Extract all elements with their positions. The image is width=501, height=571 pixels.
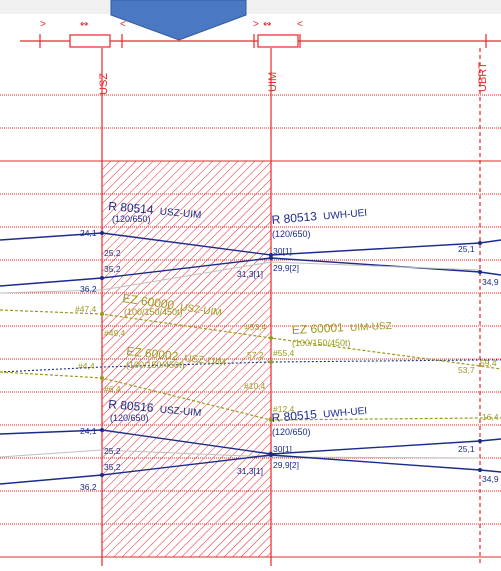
time-label: 35,2 (104, 264, 121, 274)
train-params-r80513: (120/650) (272, 229, 311, 239)
train-name-r80514[interactable]: R 80514 (108, 199, 155, 217)
train-path-shadow-1 (0, 261, 481, 294)
marker-left-out: > (40, 19, 46, 30)
train-path-ez60001[interactable] (0, 359, 501, 373)
train-labels: R 80514 USZ-UIM (120/650) R 80513 UWH-UE… (108, 199, 392, 437)
time-label: 30[1] (273, 444, 292, 454)
track-schematic: > ↭ < > ↭ < (20, 19, 501, 48)
time-label: #53,4 (245, 322, 267, 332)
station-label-uim[interactable]: UIM (267, 72, 279, 92)
time-label: #6,4 (104, 384, 121, 394)
train-path-shadow-2 (0, 449, 481, 459)
track-block-left[interactable] (69, 34, 111, 48)
time-label: 30[1] (273, 246, 292, 256)
time-label: 16,4 (482, 412, 499, 422)
occupation-block[interactable] (102, 161, 271, 557)
marker-left-mid: ↭ (80, 19, 88, 30)
station-label-ubrt[interactable]: UBRT (477, 62, 489, 92)
train-name-ez60001[interactable]: EZ 60001 (291, 320, 344, 337)
time-label: #10,4 (244, 381, 266, 391)
time-label: 31,3[1] (237, 269, 263, 279)
freight-nodes (100, 312, 273, 422)
svg-text:R 80516 USZ-UIM: R 80516 USZ-UIM (108, 397, 202, 419)
scroll-up-indicator[interactable] (110, 0, 247, 41)
time-label: #49,4 (104, 328, 126, 338)
station-lines (101, 48, 481, 566)
time-label: 34,9 (482, 474, 499, 484)
train-name-ez60002[interactable]: EZ 60002 (126, 344, 180, 363)
time-label: 34,9 (482, 277, 499, 287)
train-route-ez60001: UIM-USZ (350, 321, 392, 334)
time-label: 25,1 (458, 444, 475, 454)
time-label: 29,9[2] (273, 263, 299, 273)
train-params-r80516: (120/650) (110, 413, 149, 423)
time-label: 31,3[1] (237, 466, 263, 476)
time-label: 35,2 (104, 462, 121, 472)
train-name-r80516[interactable]: R 80516 (108, 397, 155, 415)
time-label: 25,2 (104, 248, 121, 258)
train-route-r80514: USZ-UIM (159, 207, 201, 222)
train-route-r80516: USZ-UIM (159, 405, 201, 420)
time-label: #4,4 (78, 361, 95, 371)
time-label: 25,2 (104, 446, 121, 456)
marker-right-mid: ↭ (263, 19, 271, 30)
time-label: 25,1 (458, 244, 475, 254)
svg-text:R 80513 UWH-UEI: R 80513 UWH-UEI (271, 205, 367, 227)
track-block-right[interactable] (257, 34, 299, 48)
time-labels: 24,1 25,2 35,2 36,2 31,3[1] 30[1] 29,9[2… (75, 228, 499, 492)
time-label: 36,2 (80, 284, 97, 294)
marker-left-in: < (120, 19, 126, 30)
train-route-r80515: UWH-UEI (323, 406, 368, 421)
time-label: 53,7 (458, 365, 475, 375)
top-toolbar (0, 0, 501, 14)
time-label: 36,2 (80, 482, 97, 492)
time-label: #12,4 (273, 404, 295, 414)
time-label: #55,4 (273, 348, 295, 358)
time-label: 59,4 (480, 358, 497, 368)
svg-text:EZ 60002 USZ-UIM: EZ 60002 USZ-UIM (126, 344, 227, 368)
station-label-usz[interactable]: USZ (98, 73, 110, 95)
train-params-r80514: (120/650) (112, 214, 151, 224)
train-params-ez60000: (100/150/450t) (124, 307, 183, 317)
time-label: 24,1 (80, 426, 97, 436)
marker-right-out: > (253, 19, 259, 30)
time-label: 24,1 (80, 228, 97, 238)
marker-right-in: < (297, 19, 303, 30)
train-route-ez60002: USZ-UIM (184, 353, 227, 368)
train-name-r80513[interactable]: R 80513 (271, 209, 318, 227)
svg-text:R 80515 UWH-UEI: R 80515 UWH-UEI (271, 403, 367, 425)
train-params-ez60002: (100/150/450t) (126, 360, 185, 370)
train-params-ez60001: (100/150/450t) (292, 338, 351, 348)
time-label: 29,9[2] (273, 460, 299, 470)
time-label: #47,4 (75, 304, 97, 314)
train-params-r80515: (120/650) (272, 427, 311, 437)
time-label: 57,2 (247, 350, 264, 360)
svg-text:EZ 60001 UIM-USZ: EZ 60001 UIM-USZ (291, 318, 392, 337)
path-nodes (100, 231, 482, 477)
svg-text:R 80514 USZ-UIM: R 80514 USZ-UIM (108, 199, 202, 221)
train-route-r80513: UWH-UEI (323, 208, 368, 223)
train-name-r80515[interactable]: R 80515 (271, 407, 318, 425)
